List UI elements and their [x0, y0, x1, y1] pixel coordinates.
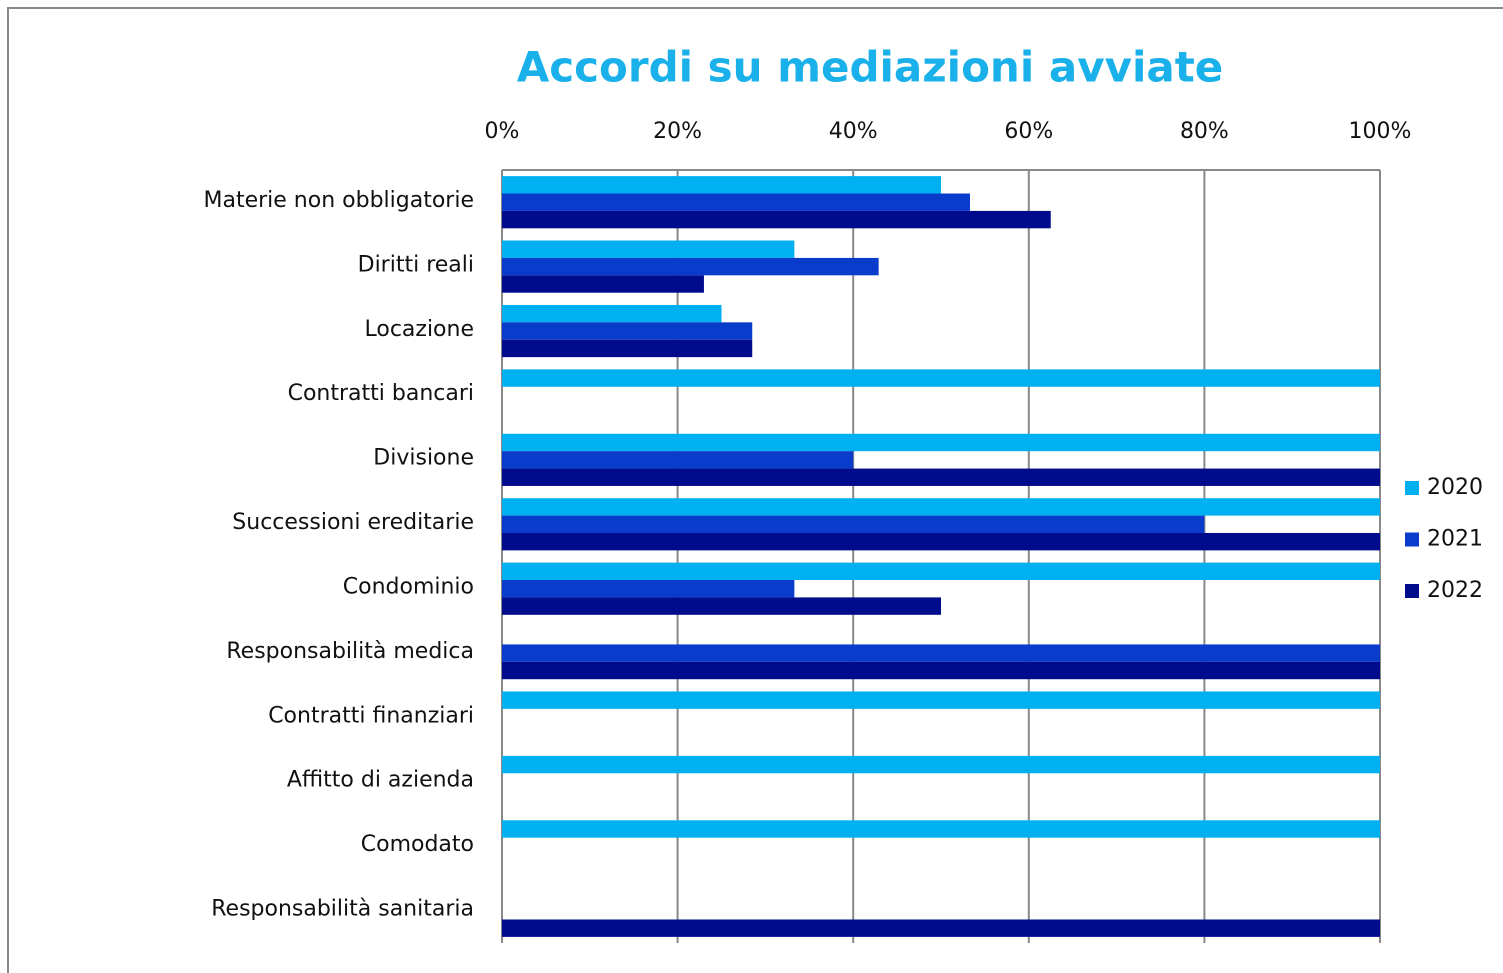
bar	[502, 468, 1380, 486]
bar	[502, 597, 941, 615]
bar	[502, 644, 1380, 662]
y-tick-label: Diritti reali	[358, 252, 474, 277]
x-tick-label: 0%	[485, 119, 520, 144]
x-tick-label: 60%	[1004, 119, 1053, 144]
bar	[502, 257, 879, 276]
x-tick-label: 40%	[829, 119, 878, 144]
x-tick-label: 80%	[1180, 119, 1229, 144]
bar	[502, 515, 1205, 533]
x-tick-label: 100%	[1349, 119, 1412, 144]
bar	[502, 210, 1051, 229]
y-tick-label: Successioni ereditarie	[232, 510, 474, 535]
bar	[502, 369, 1380, 387]
bar	[502, 240, 795, 258]
y-tick-label: Divisione	[373, 446, 474, 471]
y-tick-label: Condominio	[343, 574, 474, 599]
bar	[502, 755, 1380, 774]
y-tick-label: Contratti finanziari	[268, 703, 474, 728]
bar	[502, 176, 941, 194]
bar	[502, 451, 854, 469]
bar	[502, 532, 1380, 551]
legend-swatch	[1405, 532, 1419, 547]
y-tick-label: Responsabilità medica	[226, 639, 474, 664]
bar	[502, 275, 704, 293]
bar	[502, 433, 1380, 452]
legend-swatch	[1405, 481, 1419, 495]
bar	[502, 498, 1380, 516]
chart-title: Accordi su mediazioni avviate	[517, 43, 1224, 92]
bar	[502, 562, 1380, 581]
y-tick-label: Responsabilità sanitaria	[211, 897, 474, 922]
bar	[502, 820, 1380, 838]
legend-label: 2022	[1427, 578, 1483, 603]
bar	[502, 661, 1380, 680]
legend-swatch	[1405, 584, 1419, 598]
y-tick-label: Contratti bancari	[288, 381, 474, 406]
bar	[502, 691, 1380, 709]
bar	[502, 580, 795, 598]
legend-label: 2020	[1427, 475, 1483, 500]
y-tick-label: Materie non obbligatorie	[204, 188, 475, 213]
bar	[502, 193, 970, 211]
y-tick-label: Comodato	[361, 832, 474, 857]
chart-frame	[7, 7, 1503, 973]
legend-label: 2021	[1427, 527, 1483, 552]
bar	[502, 322, 753, 340]
bar	[502, 339, 753, 358]
bar	[502, 304, 722, 323]
y-tick-label: Affitto di azienda	[287, 768, 474, 793]
bar	[502, 919, 1380, 937]
y-tick-label: Locazione	[364, 317, 474, 342]
x-tick-label: 20%	[653, 119, 702, 144]
